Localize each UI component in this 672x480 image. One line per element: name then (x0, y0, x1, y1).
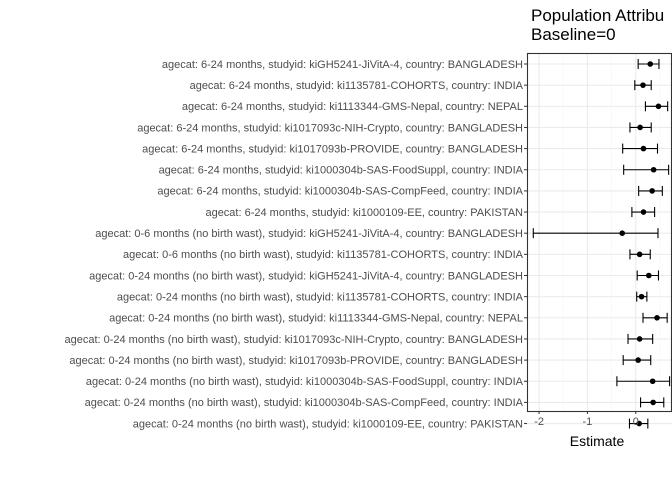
y-tick-label: agecat: 0-24 months (no birth wast), stu… (117, 291, 524, 303)
x-tick-label: -2 (534, 416, 544, 428)
y-tick-label: agecat: 6-24 months, studyid: ki1017093b… (142, 143, 523, 155)
estimate-point (619, 230, 626, 236)
estimate-point (655, 103, 662, 110)
estimate-point (647, 61, 654, 67)
chart-title: Population Attribu (531, 6, 665, 25)
estimate-point (650, 166, 657, 173)
estimate-point (646, 272, 652, 279)
y-tick-label: agecat: 0-24 months (no birth wast), stu… (86, 376, 524, 388)
x-tick-label: -1 (583, 416, 593, 428)
major-gridlines (527, 53, 672, 425)
y-tick-label: agecat: 0-24 months (no birth wast), stu… (89, 270, 523, 282)
estimate-point (640, 145, 647, 152)
estimate-point (636, 251, 643, 258)
estimate-point (636, 420, 642, 427)
y-tick-label: agecat: 6-24 months, studyid: ki1017093c… (137, 122, 523, 134)
error-bar (616, 376, 671, 387)
x-axis-ticks: -2 -1 0 (534, 411, 639, 428)
estimate-point (654, 315, 660, 321)
x-axis-label: Estimate (570, 433, 625, 449)
y-tick-label: agecat: 0-24 months (no birth wast), stu… (69, 355, 523, 367)
y-tick-label: agecat: 6-24 months, studyid: ki1113344-… (182, 101, 523, 113)
y-tick-label: agecat: 0-24 months (no birth wast), stu… (133, 418, 523, 430)
chart-subtitle: Baseline=0 (531, 25, 616, 44)
estimate-point (649, 188, 655, 194)
estimate-point (640, 209, 647, 215)
y-tick-label: agecat: 6-24 months, studyid: ki1135781-… (190, 80, 524, 92)
minor-gridlines (562, 53, 661, 411)
panel-border (526, 52, 672, 413)
y-tick-label: agecat: 6-24 months, studyid: kiGH5241-J… (162, 59, 523, 71)
y-tick-label: agecat: 6-24 months, studyid: ki1000304b… (157, 186, 523, 198)
estimate-point (635, 357, 641, 363)
y-tick-label: agecat: 6-24 months, studyid: ki1000304b… (159, 165, 524, 177)
error-bar (622, 143, 659, 154)
y-tick-label: agecat: 0-24 months (no birth wast), stu… (109, 313, 523, 325)
y-tick-label: agecat: 6-24 months, studyid: ki1000109-… (205, 207, 523, 219)
estimate-point (637, 124, 643, 131)
estimate-point (650, 399, 656, 406)
y-tick-label: agecat: 0-24 months (no birth wast), stu… (64, 334, 523, 346)
estimate-point (649, 378, 656, 385)
estimate-point (636, 336, 643, 342)
y-tick-labels: agecat: 6-24 months, studyid: kiGH5241-J… (64, 59, 527, 430)
error-bar (532, 228, 659, 239)
estimate-point (640, 82, 646, 88)
x-tick-label: 0 (633, 416, 639, 428)
estimate-points (619, 61, 662, 427)
y-tick-label: agecat: 0-24 months (no birth wast), stu… (85, 397, 524, 409)
estimate-point (638, 293, 645, 300)
error-bar (623, 164, 670, 175)
error-bars (532, 59, 671, 429)
y-tick-label: agecat: 0-6 months (no birth wast), stud… (95, 228, 523, 240)
chart-title-block: Population Attribu Baseline=0 (531, 6, 664, 44)
y-tick-label: agecat: 0-6 months (no birth wast), stud… (123, 249, 524, 261)
